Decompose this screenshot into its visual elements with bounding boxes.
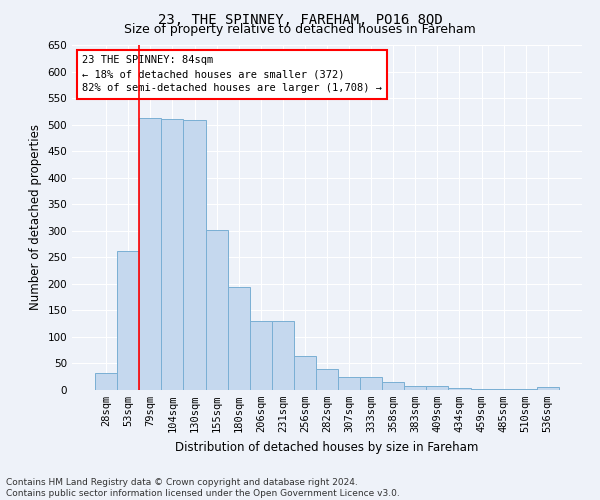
Bar bbox=[294, 356, 316, 390]
Bar bbox=[161, 119, 184, 390]
Bar bbox=[139, 118, 161, 390]
Text: Contains HM Land Registry data © Crown copyright and database right 2024.
Contai: Contains HM Land Registry data © Crown c… bbox=[6, 478, 400, 498]
Text: Size of property relative to detached houses in Fareham: Size of property relative to detached ho… bbox=[124, 22, 476, 36]
Bar bbox=[537, 388, 559, 390]
Bar bbox=[493, 389, 515, 390]
Bar bbox=[448, 388, 470, 390]
Bar bbox=[117, 251, 139, 390]
Bar bbox=[404, 386, 427, 390]
Y-axis label: Number of detached properties: Number of detached properties bbox=[29, 124, 42, 310]
Bar bbox=[272, 321, 294, 390]
Bar bbox=[250, 321, 272, 390]
Bar bbox=[206, 230, 227, 390]
Bar bbox=[95, 373, 117, 390]
Bar bbox=[227, 286, 250, 390]
Bar bbox=[316, 369, 338, 390]
Text: 23, THE SPINNEY, FAREHAM, PO16 8QD: 23, THE SPINNEY, FAREHAM, PO16 8QD bbox=[158, 12, 442, 26]
Bar bbox=[515, 389, 537, 390]
Bar bbox=[382, 382, 404, 390]
Text: 23 THE SPINNEY: 84sqm
← 18% of detached houses are smaller (372)
82% of semi-det: 23 THE SPINNEY: 84sqm ← 18% of detached … bbox=[82, 56, 382, 94]
Bar bbox=[427, 386, 448, 390]
Bar bbox=[470, 389, 493, 390]
Bar bbox=[338, 376, 360, 390]
Bar bbox=[184, 120, 206, 390]
X-axis label: Distribution of detached houses by size in Fareham: Distribution of detached houses by size … bbox=[175, 440, 479, 454]
Bar bbox=[360, 376, 382, 390]
